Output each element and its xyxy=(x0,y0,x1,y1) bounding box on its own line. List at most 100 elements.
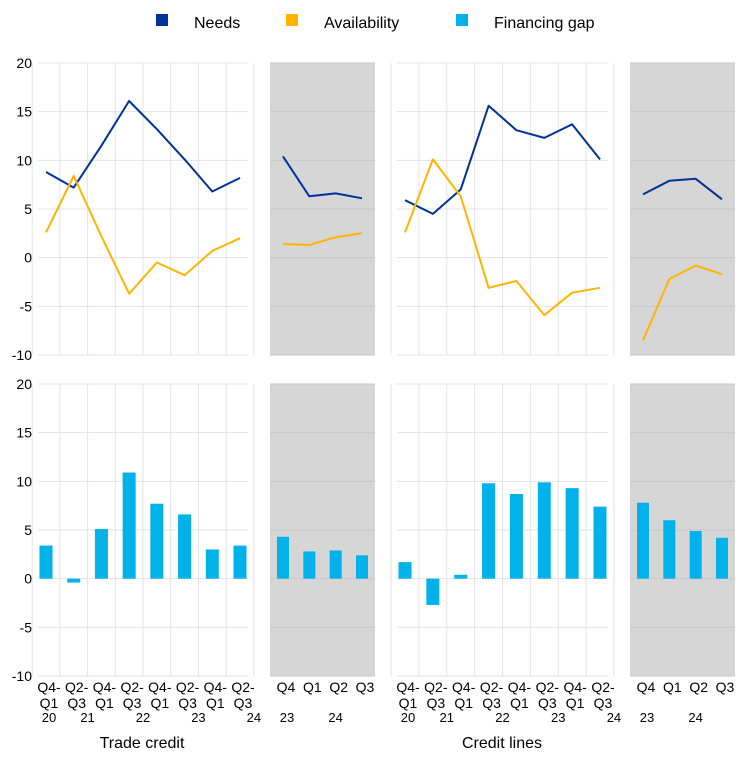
legend: Needs Availability Financing gap xyxy=(156,14,595,32)
x-axes: Q4-Q1Q2-Q3Q4-Q1Q2-Q3Q4-Q1Q2-Q3Q4-Q1Q2-Q3… xyxy=(37,679,734,725)
x-tick-label: Q3 xyxy=(356,679,375,695)
y-tick-label: 0 xyxy=(24,250,32,266)
x-tick-label: Q3 xyxy=(123,695,142,711)
x-year-label: 21 xyxy=(80,710,94,725)
x-tick-label: Q4 xyxy=(277,679,296,695)
legend-label: Availability xyxy=(324,15,399,32)
x-tick-label: Q1 xyxy=(206,695,225,711)
y-tick-label: 20 xyxy=(16,376,32,392)
y-tick-label: 0 xyxy=(24,571,32,587)
y-tick-label: 15 xyxy=(16,425,32,441)
x-tick-label: Q4- xyxy=(148,679,172,695)
bar xyxy=(67,578,81,583)
legend-swatch xyxy=(286,14,298,26)
x-tick-label: Q1 xyxy=(40,695,59,711)
series-line-availability xyxy=(45,174,241,295)
legend-label: Needs xyxy=(194,15,240,32)
panel-1-3 xyxy=(630,383,735,677)
bar xyxy=(178,514,192,579)
x-tick-label: Q3 xyxy=(716,679,735,695)
x-tick-label: Q4- xyxy=(508,679,532,695)
bar xyxy=(454,574,468,579)
x-tick-label: Q2- xyxy=(480,679,504,695)
x-year-label: 20 xyxy=(401,710,415,725)
x-tick-label: Q2- xyxy=(231,679,255,695)
x-tick-label: Q1 xyxy=(399,695,418,711)
bar xyxy=(94,529,108,579)
x-tick-label: Q1 xyxy=(95,695,114,711)
series-line-needs xyxy=(45,100,241,193)
series-line-needs xyxy=(282,155,363,200)
x-year-label: 22 xyxy=(495,710,509,725)
bar xyxy=(122,472,136,579)
bar xyxy=(509,493,523,579)
x-year-label: 22 xyxy=(136,710,150,725)
bar xyxy=(356,555,368,579)
series-line-availability xyxy=(404,158,601,317)
bar xyxy=(150,503,164,579)
y-tick-label: 5 xyxy=(24,201,32,217)
x-tick-label: Q3 xyxy=(538,695,557,711)
bar xyxy=(593,506,607,579)
bar xyxy=(482,483,496,579)
x-tick-label: Q1 xyxy=(663,679,682,695)
x-year-label: 23 xyxy=(191,710,205,725)
bar xyxy=(398,562,412,579)
x-tick-label: Q2- xyxy=(536,679,560,695)
x-tick-label: Q2 xyxy=(329,679,348,695)
x-tick-label: Q4- xyxy=(452,679,476,695)
bar xyxy=(637,502,649,579)
group-label-trade-credit: Trade credit xyxy=(100,735,185,752)
panel-0-1 xyxy=(270,62,375,356)
legend-swatch xyxy=(156,14,168,26)
bar xyxy=(426,578,440,605)
bar xyxy=(663,520,676,579)
x-tick-label: Q3 xyxy=(67,695,86,711)
series-line-availability xyxy=(642,264,723,341)
panel-1-1 xyxy=(270,383,375,677)
bar xyxy=(689,530,702,579)
bar xyxy=(565,488,579,579)
x-tick-label: Q1 xyxy=(454,695,473,711)
y-axes: 20 15 10 5 0 -5 -10 20 15 10 5 0 -5 -10 xyxy=(12,55,32,684)
x-tick-label: Q2- xyxy=(65,679,89,695)
bar xyxy=(716,537,728,579)
y-tick-label: 10 xyxy=(16,473,32,489)
chart-panels xyxy=(31,62,735,677)
y-tick-label: -10 xyxy=(12,347,32,363)
series-line-needs xyxy=(642,177,723,201)
x-tick-label: Q2- xyxy=(424,679,448,695)
x-tick-label: Q1 xyxy=(566,695,585,711)
x-tick-label: Q2 xyxy=(689,679,708,695)
legend-item-1: Availability xyxy=(286,14,399,32)
x-tick-label: Q3 xyxy=(234,695,253,711)
panel-1-0 xyxy=(31,383,255,677)
x-tick-label: Q1 xyxy=(303,679,322,695)
x-tick-label: Q4- xyxy=(37,679,61,695)
bar xyxy=(39,545,53,579)
bar xyxy=(277,536,289,579)
x-tick-label: Q2- xyxy=(120,679,144,695)
bar xyxy=(537,482,551,579)
y-tick-label: 5 xyxy=(24,522,32,538)
x-tick-label: Q2- xyxy=(176,679,200,695)
x-tick-label: Q2- xyxy=(591,679,615,695)
x-year-label: 23 xyxy=(551,710,565,725)
y-tick-label: 10 xyxy=(16,152,32,168)
bar xyxy=(205,549,219,579)
y-tick-label: -5 xyxy=(20,619,33,635)
group-label-credit-lines: Credit lines xyxy=(462,735,542,752)
panel-0-3 xyxy=(630,62,735,356)
x-year-label: 23 xyxy=(280,710,294,725)
panel-0-0 xyxy=(31,62,255,356)
x-year-label: 21 xyxy=(440,710,454,725)
x-tick-label: Q4 xyxy=(637,679,656,695)
x-tick-label: Q3 xyxy=(482,695,501,711)
y-tick-label: 20 xyxy=(16,55,32,71)
legend-label: Financing gap xyxy=(494,15,595,32)
panel-1-2 xyxy=(390,383,615,677)
y-tick-label: -10 xyxy=(12,668,32,684)
x-tick-label: Q1 xyxy=(151,695,170,711)
bar xyxy=(233,545,247,579)
